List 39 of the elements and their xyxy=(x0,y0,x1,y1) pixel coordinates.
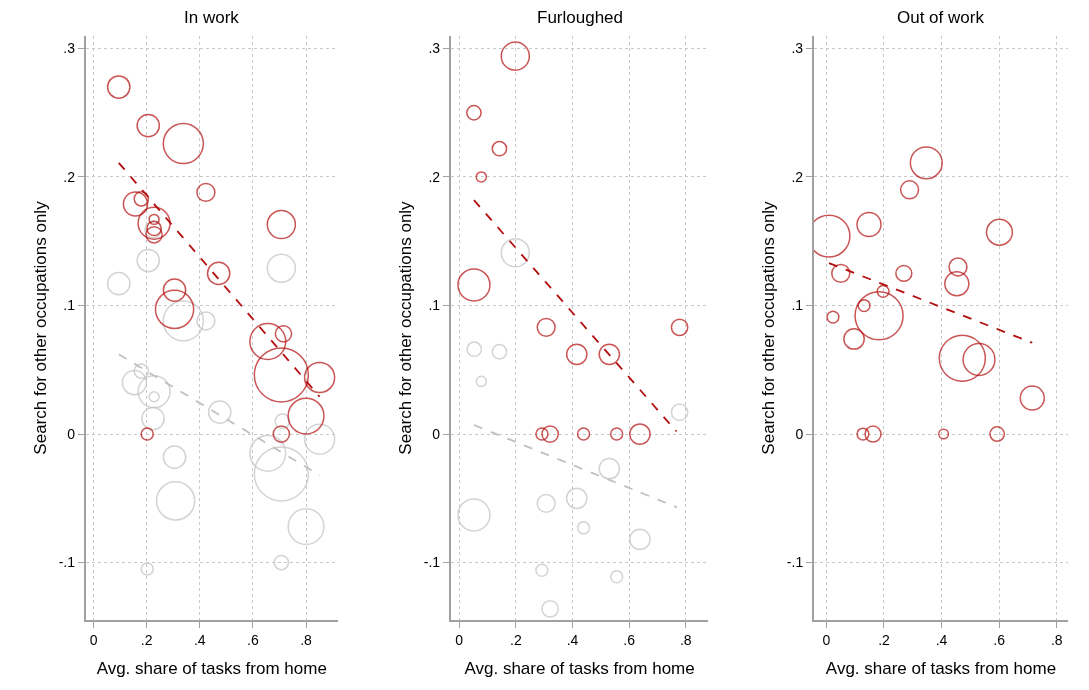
y-tick-label: .3 xyxy=(63,40,76,57)
x-tick-label: .8 xyxy=(300,631,313,648)
x-tick-label: .6 xyxy=(247,631,259,648)
y-axis-title: Search for other occupations only xyxy=(395,200,415,455)
chart-title: Furloughed xyxy=(537,8,624,27)
x-axis-title: Avg. share of tasks from home xyxy=(464,658,695,678)
y-axis-title: Search for other occupations only xyxy=(30,200,50,455)
y-axis-title: Search for other occupations only xyxy=(758,200,778,455)
x-tick-label: .2 xyxy=(140,631,153,648)
x-tick-label: .8 xyxy=(679,631,692,648)
y-tick-label: .2 xyxy=(63,168,76,185)
y-tick-label: -.1 xyxy=(423,554,441,571)
x-tick-label: .8 xyxy=(1050,631,1063,648)
x-tick-label: 0 xyxy=(455,631,464,648)
y-tick-label: .2 xyxy=(791,168,804,185)
y-tick-label: -.1 xyxy=(786,554,804,571)
y-tick-label: .1 xyxy=(428,297,441,314)
x-tick-label: 0 xyxy=(89,631,98,648)
x-tick-label: 0 xyxy=(822,631,831,648)
y-tick-label: .1 xyxy=(791,297,804,314)
x-tick-label: .6 xyxy=(993,631,1006,648)
x-tick-label: .6 xyxy=(623,631,636,648)
x-axis-title: Avg. share of tasks from home xyxy=(825,658,1057,678)
x-tick-label: .4 xyxy=(935,631,948,648)
y-tick-label: 0 xyxy=(432,425,441,442)
x-tick-label: .4 xyxy=(566,631,579,648)
x-tick-label: .4 xyxy=(193,631,206,648)
y-tick-label: .1 xyxy=(63,297,76,314)
y-tick-label: .2 xyxy=(428,168,441,185)
y-tick-label: .3 xyxy=(428,40,441,57)
chart-title: In work xyxy=(184,8,240,27)
y-tick-label: 0 xyxy=(67,425,76,442)
x-axis-title: Avg. share of tasks from home xyxy=(96,658,327,678)
y-tick-label: .3 xyxy=(791,40,804,57)
y-tick-label: 0 xyxy=(795,425,804,442)
x-tick-label: .2 xyxy=(510,631,522,648)
chart-title: Out of work xyxy=(897,8,985,27)
y-tick-label: -.1 xyxy=(58,554,76,571)
x-tick-label: .2 xyxy=(878,631,891,648)
